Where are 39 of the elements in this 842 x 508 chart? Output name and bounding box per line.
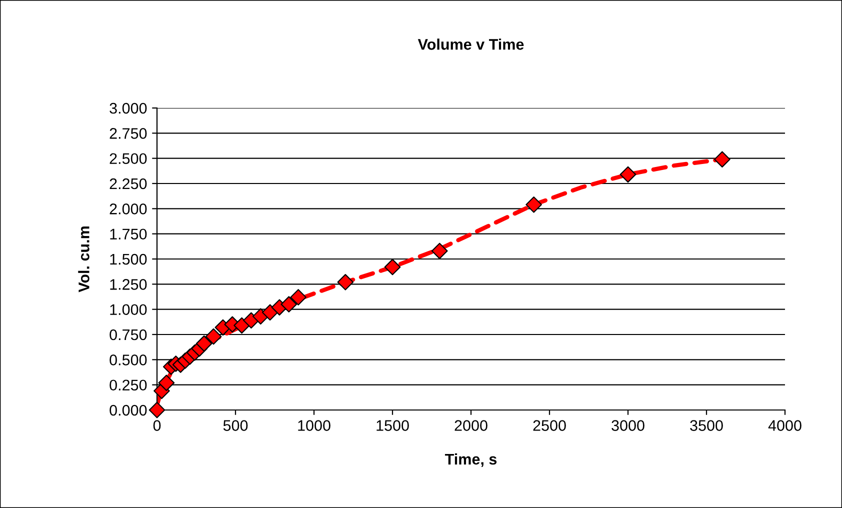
chart-title: Volume v Time (418, 38, 524, 50)
point (620, 166, 636, 183)
point (290, 289, 306, 306)
point (196, 335, 212, 352)
x-tick-label: 0 (153, 420, 161, 431)
y-tick-label: 2.500 (110, 153, 147, 164)
x-tick-label: 3000 (612, 420, 644, 431)
point (262, 304, 278, 321)
point (714, 151, 730, 168)
y-tick-label: 1.250 (110, 279, 147, 290)
y-tick-label: 2.000 (110, 204, 147, 214)
point (431, 242, 448, 260)
point (234, 317, 250, 334)
y-tick-label: 2.750 (110, 128, 147, 139)
x-tick-label: 1500 (376, 420, 409, 431)
point (337, 274, 354, 290)
point (384, 258, 401, 276)
point (205, 328, 222, 345)
y-tick-label: 1.000 (110, 304, 147, 316)
point (526, 196, 542, 213)
point (148, 402, 166, 418)
y-tick-label: 1.750 (110, 228, 147, 240)
y-tick-label: 0.000 (110, 404, 147, 416)
x-tick-label: 500 (223, 420, 248, 431)
x-tick-label: 2500 (533, 420, 566, 431)
y-tick-label: 1.500 (110, 254, 147, 265)
y-tick-label: 0.250 (110, 380, 147, 391)
y-tick-label: 0.500 (110, 354, 147, 366)
point (280, 296, 298, 312)
x-tick-label: 2000 (454, 420, 488, 431)
y-tick-label: 2.250 (110, 178, 147, 190)
x-tick-label: 3500 (690, 420, 723, 431)
x-tick-label: 1000 (298, 420, 330, 431)
y-tick-label: 0.750 (110, 329, 147, 340)
x-tick-label: 4000 (768, 420, 802, 431)
point (158, 374, 175, 391)
y-tick-label: 3.000 (110, 102, 147, 114)
y-axis-title: Vol. cu.m (78, 226, 90, 292)
x-axis-title: Time, s (444, 453, 497, 467)
